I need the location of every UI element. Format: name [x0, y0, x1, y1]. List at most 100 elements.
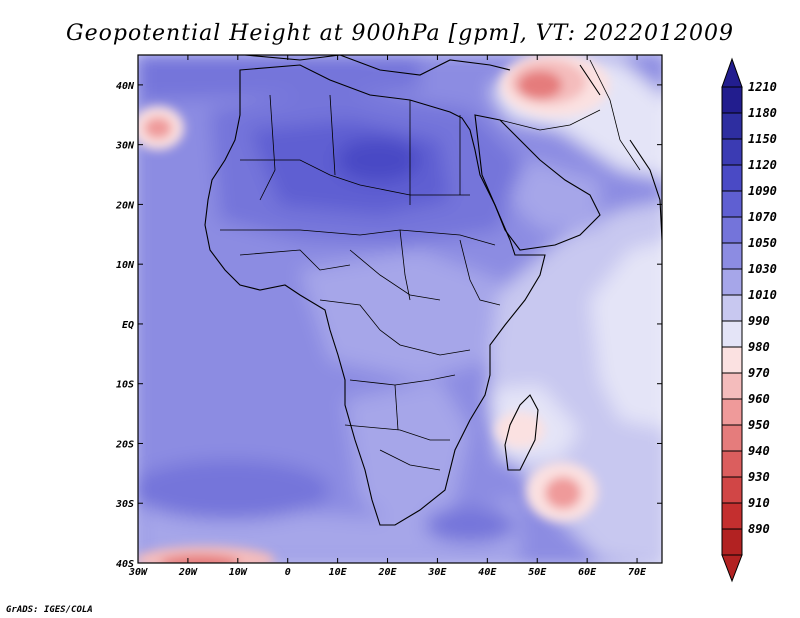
border-south-3 [379, 449, 441, 471]
colorbar-bottom-arrow [721, 554, 743, 583]
africa-coastline [204, 64, 546, 526]
colorbar-swatch [721, 268, 743, 296]
colorbar-label: 1120 [748, 158, 777, 172]
colorbar-label: 930 [748, 470, 770, 484]
colorbar-swatch [721, 528, 743, 556]
colorbar-swatch [721, 476, 743, 504]
india-coastline [629, 139, 662, 241]
x-tick-label: 0 [285, 567, 291, 578]
border-middle-east-1 [499, 109, 601, 131]
colorbar-label: 940 [748, 444, 770, 458]
y-tick-label: EQ [122, 320, 134, 331]
map-frame [137, 54, 663, 564]
axis-ticks: 30W 20W 10W 0 10E 20E 30E 40E 50E 60E 70E 40N 30N 20N… [115, 55, 662, 578]
colorbar-top-arrow [721, 57, 743, 88]
chart-title: Geopotential Height at 900hPa [gpm], VT:… [66, 21, 734, 46]
colorbar-swatch [721, 112, 743, 140]
colorbar-swatch [721, 346, 743, 374]
x-tick-label: 20E [377, 567, 397, 578]
madagascar-coastline [504, 394, 539, 471]
colorbar-swatch [721, 398, 743, 426]
x-tick-label: 10W [229, 567, 248, 578]
field-south-africa [345, 380, 470, 530]
colorbar-label: 1090 [748, 184, 777, 198]
colorbar-label: 950 [748, 418, 770, 432]
low-indian-ocean [495, 412, 545, 448]
x-tick-label: 40E [478, 567, 497, 578]
country-borders [220, 59, 641, 471]
credit-text: GrADS: IGES/COLA [6, 605, 93, 615]
colorbar-swatch [721, 372, 743, 400]
low-middle-east-core [518, 71, 562, 99]
y-tick-label: 20S [115, 439, 134, 450]
border-central-1 [349, 249, 441, 301]
x-tick-label: 30W [128, 567, 148, 578]
colorbar-label: 1180 [748, 106, 777, 120]
x-tick-label: 60E [578, 567, 597, 578]
colorbar: 1210 1180 1150 1120 1090 1070 1050 1030 1010 990 9… [721, 57, 777, 583]
y-tick-label: 10N [116, 260, 135, 271]
colorbar-label: 1070 [748, 210, 777, 224]
colorbar-label: 1150 [748, 132, 777, 146]
low-pressure-cells [138, 55, 610, 563]
x-tick-label: 20W [178, 567, 198, 578]
y-tick-label: 10S [116, 380, 134, 391]
low-madagascar-core [545, 477, 581, 509]
coastlines [204, 55, 662, 526]
colorbar-label: 980 [748, 340, 770, 354]
caspian-coastline [579, 64, 601, 96]
colorbar-swatch [721, 138, 743, 166]
colorbar-swatch [721, 190, 743, 218]
x-tick-label: 10E [329, 567, 348, 578]
field-high-center [336, 138, 420, 182]
colorbar-swatch [721, 86, 743, 114]
y-tick-label: 20N [115, 200, 135, 211]
colorbar-label: 960 [748, 392, 770, 406]
border-sahel [220, 229, 496, 246]
colorbar-label: 990 [748, 314, 770, 328]
colorbar-label: 970 [748, 366, 770, 380]
border-north-1 [240, 159, 470, 196]
y-tick-label: 30S [115, 499, 134, 510]
colorbar-label: 1030 [748, 262, 777, 276]
map-area [138, 55, 662, 563]
y-tick-label: 30N [115, 141, 135, 152]
arabia-coastline [474, 114, 601, 251]
colorbar-swatch [721, 450, 743, 478]
colorbar-label: 1210 [748, 80, 777, 94]
colorbar-swatch [721, 320, 743, 348]
border-south-4 [394, 384, 399, 431]
colorbar-swatch [721, 164, 743, 192]
field-southwest-band [138, 460, 330, 520]
border-south-1 [349, 374, 456, 386]
y-tick-label: 40N [116, 81, 135, 92]
colorbar-label: 1050 [748, 236, 777, 250]
colorbar-label: 910 [748, 496, 770, 510]
border-central-3 [399, 229, 411, 301]
height-field [138, 55, 662, 563]
field-east-white [590, 242, 662, 429]
colorbar-swatch [721, 294, 743, 322]
colorbar-label: 890 [748, 522, 770, 536]
border-middle-east-2 [589, 59, 641, 171]
colorbar-label: 1010 [748, 288, 777, 302]
border-east-1 [459, 239, 501, 306]
field-central-africa [300, 250, 500, 380]
colorbar-swatch [721, 424, 743, 452]
x-tick-label: 70E [628, 567, 647, 578]
colorbar-swatch [721, 502, 743, 530]
y-tick-label: 40S [116, 559, 134, 570]
border-north-3 [329, 94, 336, 176]
europe-coastline [244, 55, 511, 76]
low-south-band-core [160, 555, 240, 563]
border-west-africa [239, 249, 351, 271]
field-north-band [140, 55, 420, 100]
colorbar-swatch [721, 216, 743, 244]
field-southern-ocean-high [425, 507, 515, 543]
x-tick-label: 50E [528, 567, 547, 578]
low-madeira-core [144, 117, 172, 139]
border-central-2 [319, 299, 471, 356]
field-arabia [510, 160, 600, 230]
border-south-2 [344, 424, 450, 441]
